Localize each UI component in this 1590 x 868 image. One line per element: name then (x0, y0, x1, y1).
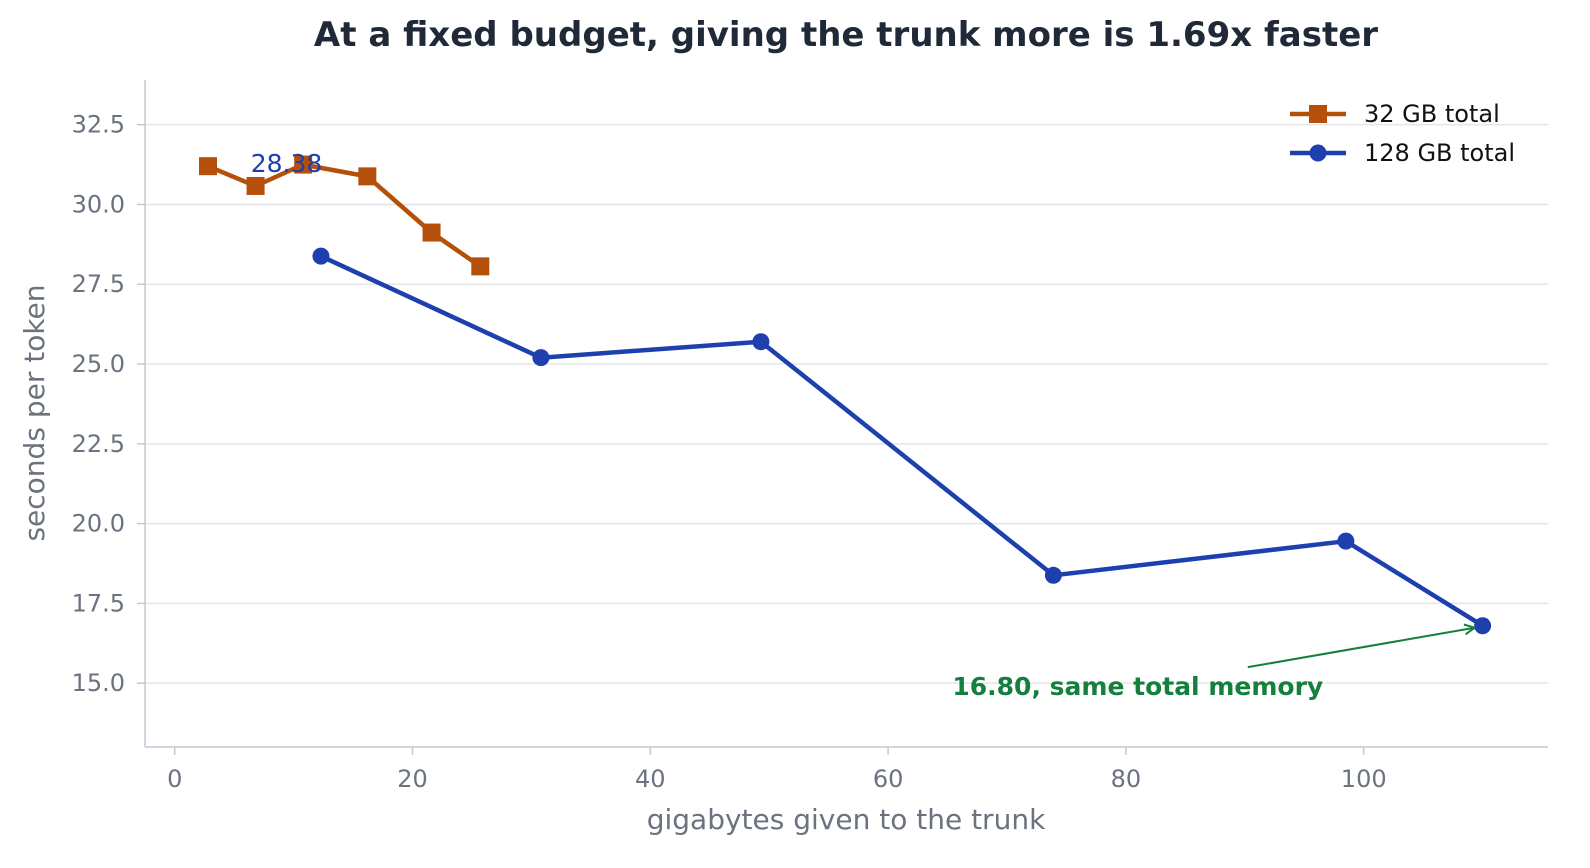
x-tick-label: 80 (1111, 765, 1142, 793)
y-tick-label: 30.0 (72, 190, 125, 218)
y-tick-label: 17.5 (72, 589, 125, 617)
data-point (1044, 566, 1062, 584)
axes: 15.0 17.5 20.0 22.5 25.0 27.5 30.0 32.5 0 20 40 60 8… (72, 80, 1548, 793)
x-axis-label: gigabytes given to the trunk (647, 803, 1046, 836)
y-tick-label: 15.0 (72, 669, 125, 697)
data-point (1474, 617, 1492, 635)
legend-marker (1309, 105, 1327, 123)
legend-label: 32 GB total (1364, 100, 1500, 128)
legend-item: 32 GB total (1290, 100, 1500, 128)
data-point (294, 155, 313, 174)
y-tick-label: 25.0 (72, 350, 125, 378)
grid-lines (145, 123, 1548, 684)
legend-label: 128 GB total (1364, 139, 1515, 167)
annotation-arrow (1247, 628, 1475, 669)
annotations: 28.38 16.80, same total memory (251, 149, 1475, 701)
x-tick-label: 40 (635, 765, 666, 793)
peak-value-label: 28.38 (251, 149, 323, 178)
series-128gb (312, 247, 1492, 635)
data-point (1337, 532, 1355, 550)
y-axis-label: seconds per token (18, 284, 51, 541)
chart-title: At a fixed budget, giving the trunk more… (314, 15, 1378, 55)
x-tick-label: 60 (873, 765, 904, 793)
x-tick-label: 100 (1341, 765, 1387, 793)
annotation-text: 16.80, same total memory (952, 672, 1323, 701)
legend: 32 GB total 128 GB total (1290, 100, 1515, 167)
data-point (246, 176, 265, 195)
y-tick-label: 27.5 (72, 270, 125, 298)
data-point (752, 333, 770, 351)
data-point (312, 247, 330, 265)
series-32gb (199, 155, 490, 276)
data-point (471, 257, 490, 276)
data-point (199, 157, 218, 176)
x-tick-label: 0 (167, 765, 182, 793)
legend-item: 128 GB total (1290, 139, 1515, 167)
series-line (318, 253, 1485, 628)
data-point (358, 167, 377, 186)
data-point (532, 349, 550, 367)
y-tick-label: 32.5 (72, 111, 125, 139)
legend-marker (1309, 144, 1327, 162)
series-layer (199, 155, 1492, 635)
x-tick-label: 20 (397, 765, 428, 793)
data-point (422, 223, 441, 242)
y-tick-label: 22.5 (72, 430, 125, 458)
y-tick-label: 20.0 (72, 510, 125, 538)
